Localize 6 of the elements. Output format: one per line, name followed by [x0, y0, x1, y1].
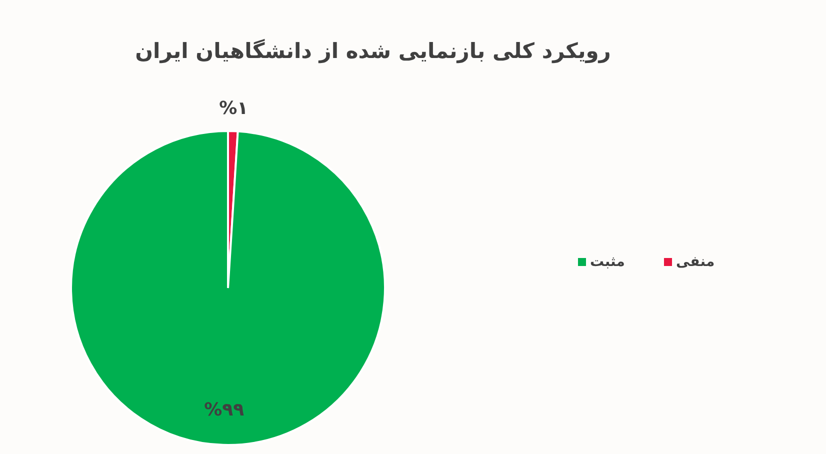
- legend-label: مثبت: [590, 254, 625, 270]
- legend-label: منفی: [676, 254, 715, 270]
- data-label: %۱: [219, 98, 248, 120]
- chart-title: رویکرد کلی بازنمایی شده از دانشگاهیان ایران: [135, 38, 611, 64]
- data-label: %۹۹: [204, 399, 244, 420]
- pie-slice: [70, 130, 386, 446]
